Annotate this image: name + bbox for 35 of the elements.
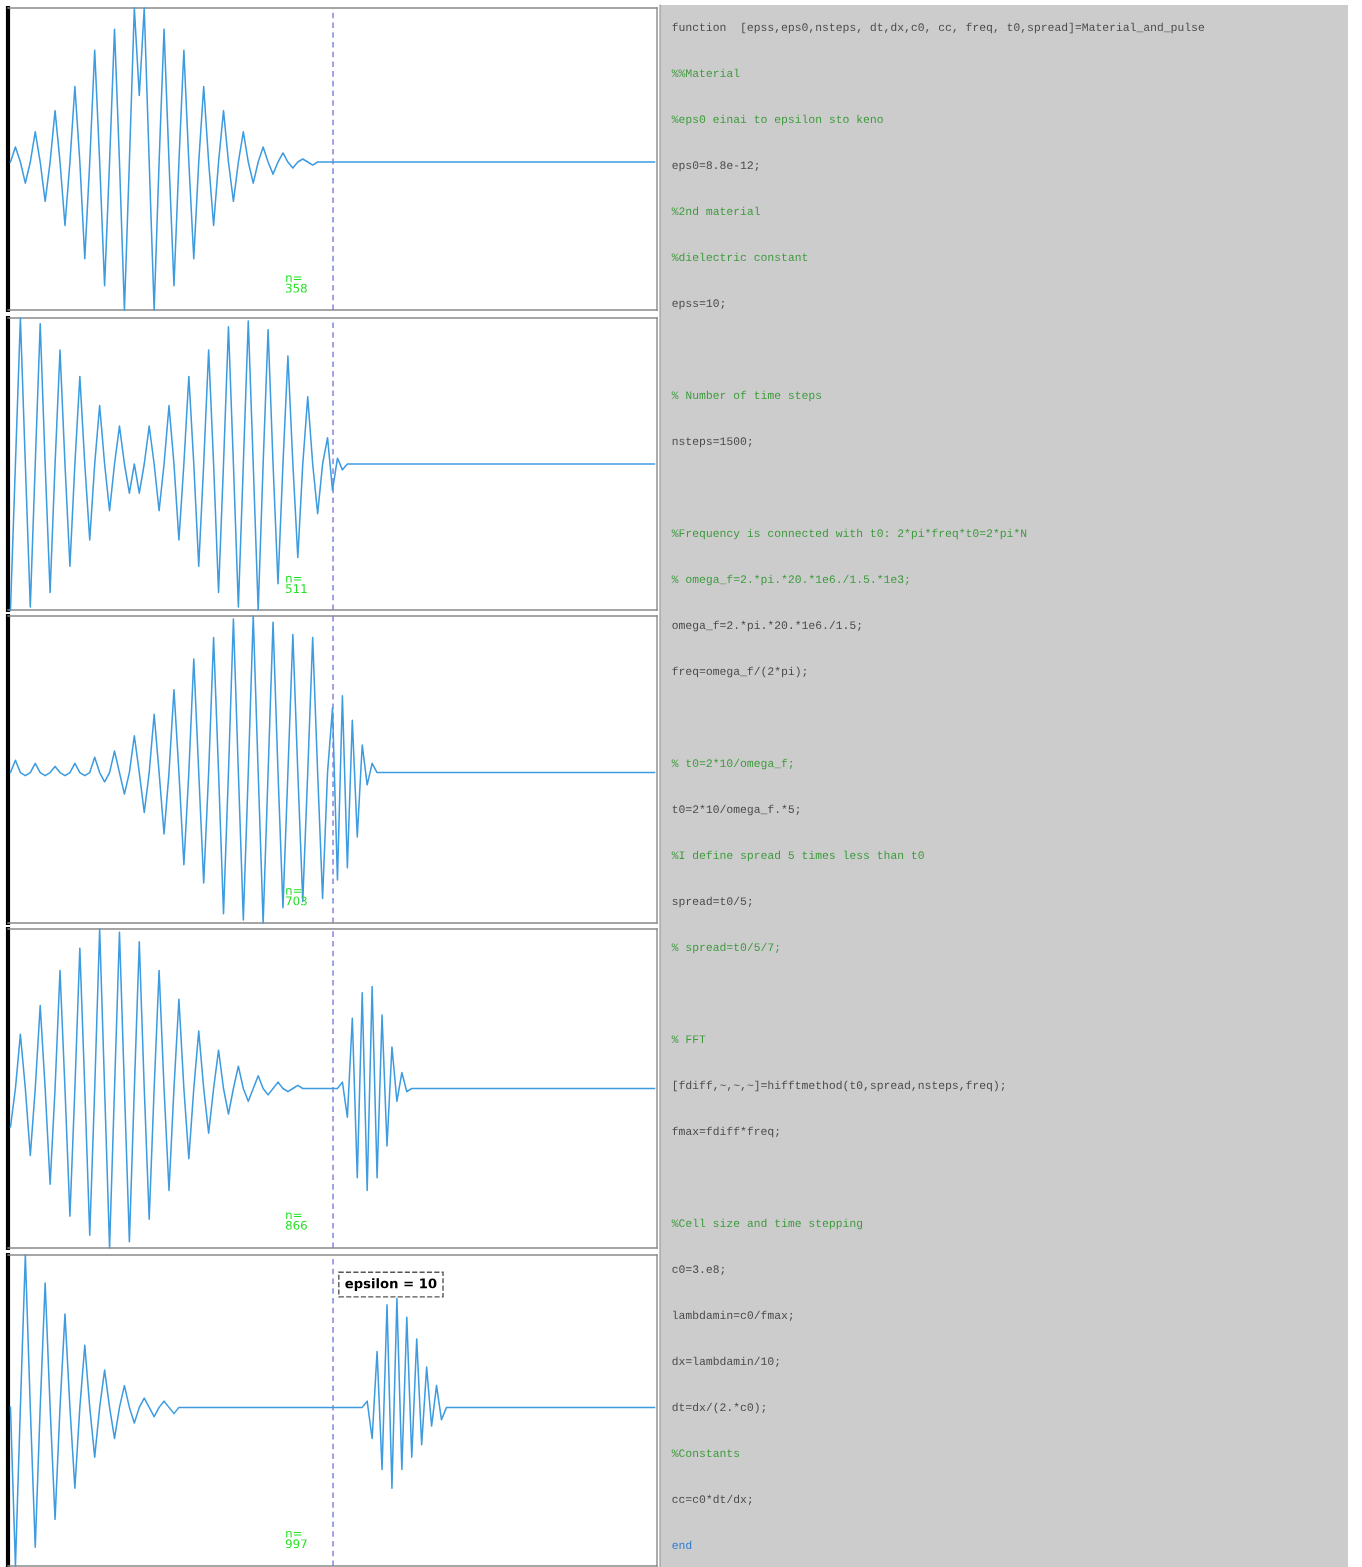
text: omega_f=2.*pi.*20.*1e6./1.5;: [672, 620, 861, 632]
annotation: n= 703: [286, 888, 307, 906]
text: nsteps=1500;: [672, 437, 752, 448]
text: %I define spread 5 times less than t0: [671, 850, 924, 862]
annotation: n= 866: [285, 1212, 307, 1230]
text: freq=omega_f/(2*pi);: [672, 666, 806, 678]
text: [fdiff,~,~,~]=hifftmethod(t0,spread,nsteps,freq);: [673, 1080, 1005, 1092]
text: %2nd material: [671, 206, 760, 216]
text: % t0=2*10/omega_f;: [671, 758, 793, 770]
text: %eps0 einai to epsilon sto keno: [671, 114, 883, 126]
text: %Constants: [671, 1449, 740, 1458]
text: %Cell size and time stepping: [671, 1218, 863, 1230]
text: %%Material: [671, 68, 740, 78]
text: % omega_f=2.*pi.*20.*1e6./1.5.*1e3;: [671, 574, 909, 586]
annotation: n= 997: [285, 1530, 307, 1549]
text: epss=10;: [672, 299, 724, 310]
text: dt=dx/(2.*c0);: [672, 1402, 765, 1414]
text: % spread=t0/5/7;: [671, 942, 779, 954]
text: function [epss,eps0,nsteps, dt,dx,c0, cc, freq, t0,spread]=Material_and_pulse: [672, 22, 1205, 34]
annotation: n= 358: [286, 275, 307, 293]
text: dx=lambdamin/10;: [672, 1356, 779, 1367]
text: % FFT: [671, 1035, 706, 1044]
text: %dielectric constant: [671, 252, 808, 262]
text: spread=t0/5;: [672, 896, 752, 908]
text: c0=3.e8;: [672, 1265, 724, 1275]
text: lambdamin=c0/fmax;: [673, 1310, 793, 1321]
text: %Frequency is connected with t0: 2*pi*freq*t0=2*pi*N: [671, 528, 1027, 540]
text: cc=c0*dt/dx;: [672, 1494, 752, 1505]
annotation: n= 511: [286, 575, 307, 594]
annotation: epsilon = 10: [345, 1278, 437, 1291]
text: end: [672, 1540, 692, 1550]
text: t0=2*10/omega_f.*5;: [672, 804, 800, 816]
text: % Number of time steps: [671, 390, 822, 402]
text: fmax=fdiff*freq;: [672, 1126, 779, 1138]
text: eps0=8.8e-12;: [672, 161, 759, 172]
